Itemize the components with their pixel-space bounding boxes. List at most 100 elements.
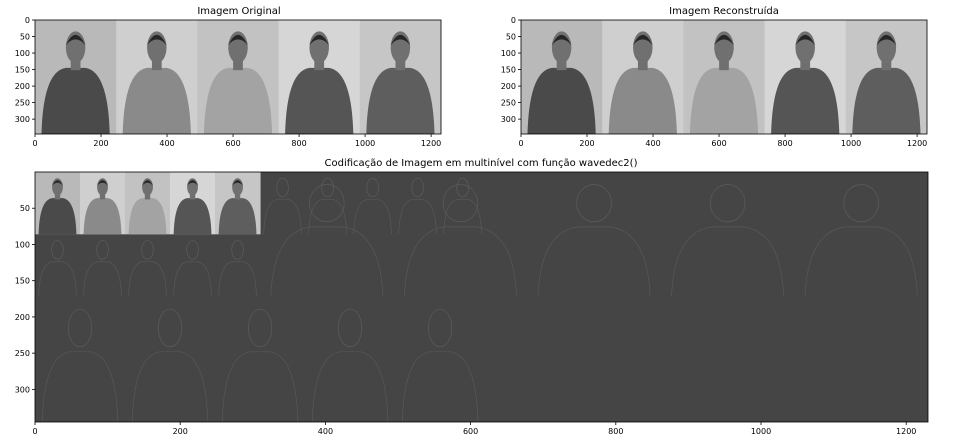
- person-torso: [771, 67, 840, 134]
- person-torso: [527, 67, 596, 134]
- detail-outline: [671, 226, 785, 297]
- y-tick-label: 100: [501, 49, 516, 58]
- y-tick-label: 0: [511, 16, 516, 25]
- person-neck: [395, 58, 406, 71]
- person-neck: [233, 58, 243, 71]
- person-hair: [52, 180, 63, 186]
- detail-outline: [231, 240, 244, 260]
- x-tick-label: 200: [93, 139, 108, 148]
- person-torso: [852, 67, 921, 134]
- wavedec-axes-frame: [34, 171, 929, 423]
- reconstructed-x-ticks: 0 200 400 600 800 1000 1200: [518, 134, 927, 148]
- x-tick-label: 800: [608, 427, 623, 436]
- detail-outline: [353, 199, 392, 235]
- person-neck: [234, 193, 241, 200]
- detail-outline: [311, 351, 389, 423]
- detail-outline: [709, 184, 746, 223]
- person-neck: [144, 193, 151, 200]
- x-tick-label: 1200: [421, 139, 441, 148]
- x-tick-label: 0: [32, 139, 37, 148]
- person-neck: [719, 58, 729, 71]
- y-tick-label: 250: [15, 349, 30, 358]
- wavedec-title: Codificação de Imagem em multinível com …: [325, 157, 638, 169]
- detail-outline: [443, 199, 482, 235]
- y-tick-label: 50: [20, 204, 30, 213]
- person-neck: [151, 58, 162, 71]
- person-hair: [551, 34, 572, 46]
- person-torso: [689, 67, 759, 134]
- detail-outline: [321, 177, 334, 198]
- detail-outline: [221, 351, 299, 423]
- reconstructed-title: Imagem Reconstruída: [669, 5, 779, 17]
- detail-outline: [131, 351, 209, 423]
- detail-outline: [248, 308, 273, 348]
- detail-outline: [128, 261, 167, 297]
- y-tick-label: 100: [15, 49, 30, 58]
- reconstructed-axes-frame: [520, 19, 928, 135]
- detail-outline: [173, 261, 212, 297]
- person-torso: [38, 198, 77, 235]
- y-tick-label: 150: [15, 277, 30, 286]
- detail-outline: [843, 184, 879, 223]
- person-torso: [122, 67, 191, 134]
- wavedec-coefficients-image: [35, 172, 928, 423]
- detail-outline: [456, 177, 469, 198]
- person-torso: [608, 67, 677, 134]
- detail-outline: [338, 308, 363, 348]
- y-tick-label: 50: [20, 33, 30, 42]
- person-neck: [54, 193, 61, 200]
- person-torso: [41, 67, 110, 134]
- detail-outline: [67, 308, 93, 348]
- person-hair: [633, 34, 653, 46]
- person-neck: [70, 58, 81, 71]
- detail-outline: [157, 308, 183, 348]
- person-torso: [173, 198, 212, 235]
- person-hair: [309, 34, 329, 46]
- y-tick-label: 0: [25, 16, 30, 25]
- x-tick-label: 0: [518, 139, 523, 148]
- x-tick-label: 400: [318, 427, 333, 436]
- y-tick-label: 300: [501, 115, 516, 124]
- y-tick-label: 50: [506, 33, 516, 42]
- x-tick-label: 600: [711, 139, 726, 148]
- y-tick-label: 250: [15, 99, 30, 108]
- original-x-ticks: 0 200 400 600 800 1000 1200: [32, 134, 441, 148]
- detail-outline: [401, 351, 479, 423]
- detail-outline: [96, 240, 109, 260]
- detail-outline: [276, 177, 289, 198]
- person-hair: [187, 180, 198, 186]
- detail-outline: [428, 308, 453, 348]
- detail-outline: [366, 177, 379, 198]
- person-torso: [203, 67, 273, 134]
- detail-outline: [411, 177, 424, 198]
- x-tick-label: 1000: [751, 427, 771, 436]
- y-tick-label: 250: [501, 99, 516, 108]
- detail-outline: [398, 199, 437, 235]
- detail-outline: [442, 184, 479, 223]
- original-image-panel: Imagem Original 0 200 400 600 800 1000 1200 0 5…: [15, 6, 442, 148]
- y-tick-label: 200: [15, 313, 30, 322]
- person-torso: [83, 198, 122, 235]
- x-tick-label: 400: [645, 139, 660, 148]
- detail-outline: [83, 261, 122, 297]
- detail-outline: [309, 184, 345, 223]
- y-tick-label: 150: [15, 66, 30, 75]
- x-tick-label: 800: [777, 139, 792, 148]
- person-hair: [795, 34, 815, 46]
- reconstructed-y-ticks: 0 50 100 150 200 250 300: [501, 16, 521, 124]
- person-hair: [97, 180, 108, 186]
- person-torso: [218, 198, 257, 235]
- original-y-ticks: 0 50 100 150 200 250 300: [15, 16, 35, 124]
- person-neck: [881, 58, 892, 71]
- x-tick-label: 600: [225, 139, 240, 148]
- person-torso: [128, 198, 167, 235]
- x-tick-label: 200: [579, 139, 594, 148]
- detail-outline: [804, 226, 918, 297]
- detail-outline: [576, 184, 612, 223]
- detail-outline: [403, 226, 517, 297]
- person-hair: [147, 34, 167, 46]
- person-neck: [556, 58, 567, 71]
- x-tick-label: 400: [159, 139, 174, 148]
- person-neck: [800, 58, 811, 71]
- detail-outline: [186, 240, 199, 260]
